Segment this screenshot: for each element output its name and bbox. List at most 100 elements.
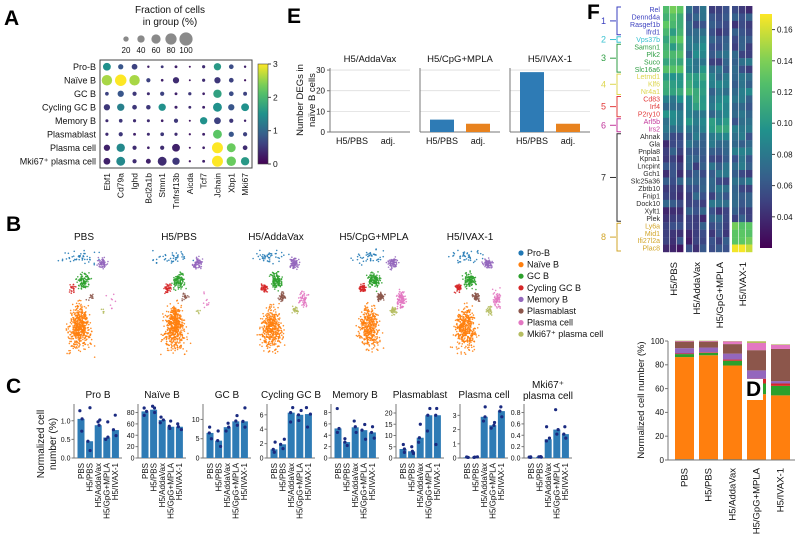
heatmap-cell	[677, 50, 684, 59]
heatmap-cell	[732, 13, 739, 22]
umap-point	[300, 292, 302, 295]
umap-point	[174, 316, 176, 319]
umap-point	[365, 251, 368, 254]
umap-point	[69, 349, 72, 352]
umap-point	[280, 284, 283, 287]
heatmap-cell	[709, 35, 716, 44]
heatmap-cell	[746, 155, 753, 163]
umap-point	[268, 343, 271, 346]
heatmap-cell	[677, 184, 684, 193]
umap-point	[279, 284, 281, 287]
umap-point	[160, 340, 163, 343]
umap-point	[88, 313, 91, 316]
heatmap-cell	[723, 80, 730, 89]
umap-point	[87, 283, 90, 285]
umap-point	[87, 335, 89, 338]
umap-point	[370, 279, 372, 282]
umap-point	[178, 345, 181, 348]
dotplot-dot	[174, 132, 178, 136]
umap-point	[185, 326, 188, 328]
umap-point	[467, 329, 470, 331]
heatmap-cell	[716, 88, 723, 96]
umap-point	[380, 297, 383, 300]
umap-point	[173, 330, 175, 332]
heatmap-cell	[716, 35, 723, 44]
heatmap-cell	[693, 6, 700, 14]
umap-point	[459, 314, 461, 317]
umap-point	[274, 323, 277, 325]
dotplot-dot	[101, 75, 113, 86]
umap-point	[374, 280, 376, 282]
umap-point	[456, 348, 458, 350]
umap-point	[465, 311, 468, 314]
umap-point	[494, 289, 497, 292]
umap-point	[498, 298, 501, 301]
umap-point	[155, 262, 158, 264]
umap-point	[74, 330, 77, 332]
umap-point	[97, 259, 100, 262]
umap-point	[280, 280, 283, 283]
umap-point	[487, 309, 490, 311]
dotplot-dot	[202, 159, 206, 163]
umap-point	[296, 312, 299, 315]
umap-point	[79, 255, 81, 257]
heatmap-cell	[670, 58, 677, 66]
umap-point	[368, 280, 371, 283]
umap-point	[177, 323, 179, 325]
umap-point	[459, 333, 462, 336]
umap-point	[272, 276, 274, 278]
dotplot-dot	[114, 74, 127, 86]
umap-point	[171, 306, 174, 309]
umap-point	[174, 285, 176, 287]
umap-point	[272, 337, 275, 339]
umap-point	[361, 318, 364, 321]
umap-point	[68, 291, 71, 293]
umap-point	[291, 305, 294, 308]
umap-point	[262, 259, 265, 262]
umap-point	[165, 287, 168, 290]
heatmap-cell	[693, 50, 700, 59]
umap-point	[180, 273, 183, 275]
heatmap-cell	[709, 73, 716, 81]
umap-point	[74, 334, 77, 336]
umap-point	[280, 329, 283, 332]
umap-point	[85, 322, 88, 325]
umap-point	[185, 296, 188, 299]
umap-point	[72, 347, 75, 350]
umap-point	[71, 290, 73, 292]
dot-size-legend-value: 20	[122, 46, 131, 55]
umap-point	[79, 279, 81, 282]
heatmap-cell	[739, 43, 746, 51]
umap-point	[75, 337, 77, 340]
umap-point	[173, 321, 175, 324]
dotplot-row-label: Mki67⁺ plasma cell	[20, 156, 96, 166]
umap-point	[76, 311, 78, 313]
dotplot-dot	[160, 78, 164, 82]
heatmap-cell	[677, 65, 684, 74]
gene-label: Plk2	[646, 52, 660, 59]
umap-point	[364, 312, 366, 314]
umap-point	[197, 261, 200, 264]
umap-point	[263, 335, 266, 338]
umap-point	[170, 328, 172, 331]
heatmap-cell	[663, 88, 670, 96]
heatmap-cell	[663, 214, 670, 223]
umap-point	[463, 351, 466, 354]
umap-point	[69, 260, 72, 263]
umap-point	[473, 278, 476, 281]
umap-point	[362, 342, 364, 345]
umap-point	[169, 257, 172, 260]
heatmap-cell	[732, 244, 739, 253]
heatmap-cell	[746, 184, 753, 193]
umap-point	[376, 337, 379, 339]
heatmap-cell	[723, 237, 730, 245]
heatmap-cell	[693, 192, 700, 201]
umap-point	[88, 346, 90, 349]
umap-point	[183, 298, 185, 301]
umap-point	[171, 252, 174, 254]
umap-point	[373, 304, 375, 307]
dotplot-dot	[146, 119, 150, 123]
umap-point	[393, 311, 396, 313]
heatmap-cell	[746, 207, 753, 215]
heatmap-cell	[716, 6, 723, 14]
